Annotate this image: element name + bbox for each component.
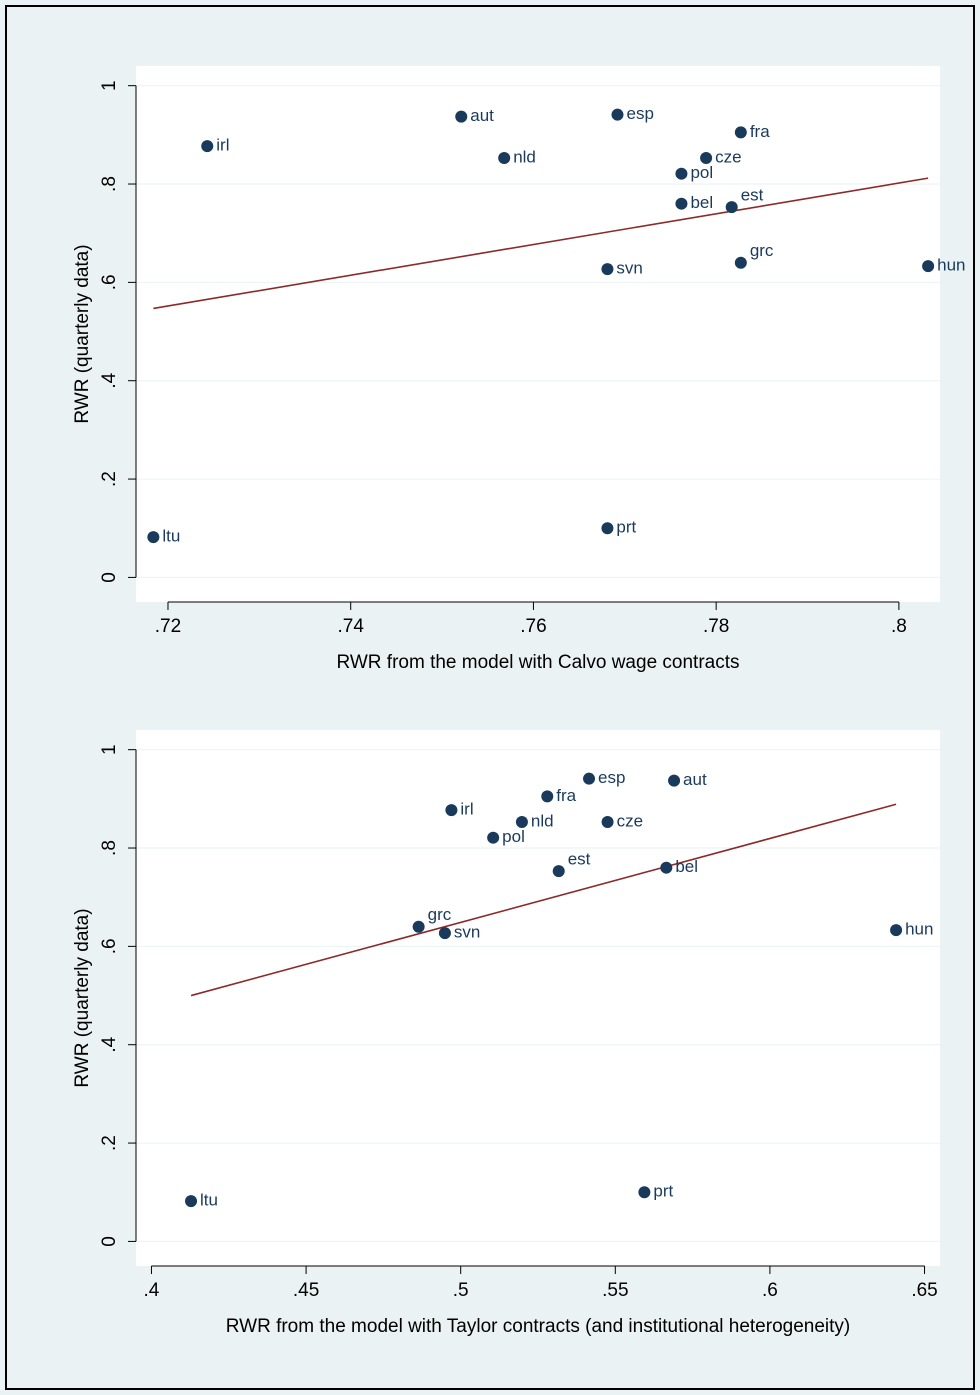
- point-label-pol: pol: [502, 827, 525, 846]
- y-tick-label: .6: [99, 274, 120, 290]
- x-tick-label: .4: [144, 1280, 160, 1301]
- point-label-prt: prt: [653, 1182, 673, 1201]
- data-point-grc: [734, 256, 747, 269]
- y-tick-label: 0: [99, 572, 120, 583]
- x-tick-label: .5: [453, 1280, 469, 1301]
- data-point-irl: [445, 804, 458, 817]
- y-tick-label: 1: [99, 80, 120, 91]
- data-point-bel: [660, 861, 673, 874]
- plot-area: [136, 730, 940, 1266]
- y-tick-label: .8: [99, 840, 120, 856]
- chart-panel-2: 0 .2 .4 .6 .8 1 .4 .45 .5 .55 .6 .65 RWR from the mo…: [72, 730, 940, 1337]
- y-tick-label: 0: [99, 1236, 120, 1247]
- data-point-aut: [668, 774, 681, 787]
- point-label-svn: svn: [454, 923, 480, 942]
- point-label-aut: aut: [683, 770, 707, 789]
- point-label-est: est: [568, 850, 591, 869]
- point-label-esp: esp: [626, 104, 653, 123]
- data-point-hun: [890, 924, 903, 937]
- data-point-ltu: [185, 1195, 198, 1208]
- x-axis-title: RWR from the model with Calvo wage contr…: [336, 652, 739, 673]
- data-point-est: [725, 201, 738, 214]
- x-tick-label: .6: [762, 1280, 778, 1301]
- point-label-esp: esp: [598, 768, 625, 787]
- fitted-line: [190, 803, 897, 997]
- data-point-aut: [455, 110, 468, 123]
- data-point-cze: [601, 815, 614, 828]
- fitted-line: [153, 177, 929, 310]
- data-point-est: [552, 865, 565, 878]
- x-tick-label: .55: [602, 1280, 628, 1301]
- point-label-prt: prt: [616, 518, 636, 537]
- point-label-bel: bel: [675, 857, 698, 876]
- x-tick-label: .76: [520, 616, 546, 637]
- point-label-hun: hun: [937, 256, 965, 275]
- outer-frame: [5, 5, 975, 1390]
- data-point-pol: [487, 831, 500, 844]
- x-axis-title: RWR from the model with Taylor contracts…: [226, 1316, 850, 1337]
- x-tick-label: .72: [155, 616, 181, 637]
- point-label-pol: pol: [690, 163, 713, 182]
- point-label-grc: grc: [750, 241, 774, 260]
- y-tick-label: .6: [99, 938, 120, 954]
- data-point-grc: [412, 920, 425, 933]
- data-point-esp: [583, 772, 596, 785]
- point-label-grc: grc: [428, 905, 452, 924]
- point-label-fra: fra: [556, 786, 576, 805]
- data-point-prt: [601, 522, 614, 535]
- data-point-cze: [700, 151, 713, 164]
- chart-panel-1: 0 .2 .4 .6 .8 1 .72 .74 .76 .78 .8 RWR from the mod…: [72, 66, 965, 673]
- data-point-bel: [675, 197, 688, 210]
- data-point-svn: [601, 263, 614, 276]
- data-point-prt: [638, 1186, 651, 1199]
- data-point-esp: [611, 108, 624, 121]
- y-tick-label: .8: [99, 176, 120, 192]
- data-point-ltu: [147, 531, 160, 544]
- x-tick-label: .65: [911, 1280, 937, 1301]
- point-label-ltu: ltu: [200, 1191, 218, 1210]
- point-label-cze: cze: [617, 811, 643, 830]
- data-point-irl: [201, 140, 214, 153]
- plot-area: [136, 66, 940, 602]
- x-tick-label: .74: [337, 616, 364, 637]
- data-point-fra: [541, 790, 554, 803]
- point-label-fra: fra: [750, 122, 770, 141]
- y-axis-title: RWR (quarterly data): [72, 908, 93, 1087]
- y-axis-title: RWR (quarterly data): [72, 244, 93, 423]
- point-label-irl: irl: [460, 800, 473, 819]
- point-label-aut: aut: [470, 106, 494, 125]
- y-tick-label: 1: [99, 744, 120, 755]
- point-label-svn: svn: [616, 259, 642, 278]
- data-point-pol: [675, 167, 688, 180]
- y-tick-label: .4: [99, 1036, 120, 1052]
- point-label-nld: nld: [531, 811, 554, 830]
- point-label-hun: hun: [905, 920, 933, 939]
- point-label-est: est: [741, 186, 764, 205]
- data-point-nld: [498, 151, 511, 164]
- x-tick-label: .78: [703, 616, 729, 637]
- data-point-fra: [734, 126, 747, 139]
- point-label-irl: irl: [216, 136, 229, 155]
- y-tick-label: .4: [99, 372, 120, 388]
- x-tick-label: .45: [293, 1280, 319, 1301]
- y-tick-label: .2: [99, 471, 120, 487]
- point-label-nld: nld: [513, 147, 536, 166]
- y-tick-label: .2: [99, 1135, 120, 1151]
- data-point-nld: [515, 815, 528, 828]
- point-label-cze: cze: [715, 147, 741, 166]
- data-point-svn: [438, 927, 451, 940]
- point-label-bel: bel: [690, 193, 713, 212]
- data-point-hun: [922, 260, 935, 273]
- x-tick-label: .8: [891, 616, 907, 637]
- point-label-ltu: ltu: [162, 527, 180, 546]
